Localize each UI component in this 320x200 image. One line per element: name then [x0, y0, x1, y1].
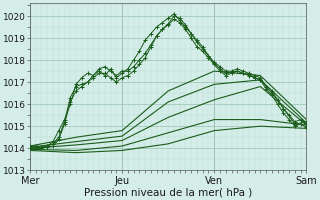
X-axis label: Pression niveau de la mer( hPa ): Pression niveau de la mer( hPa ) — [84, 187, 252, 197]
